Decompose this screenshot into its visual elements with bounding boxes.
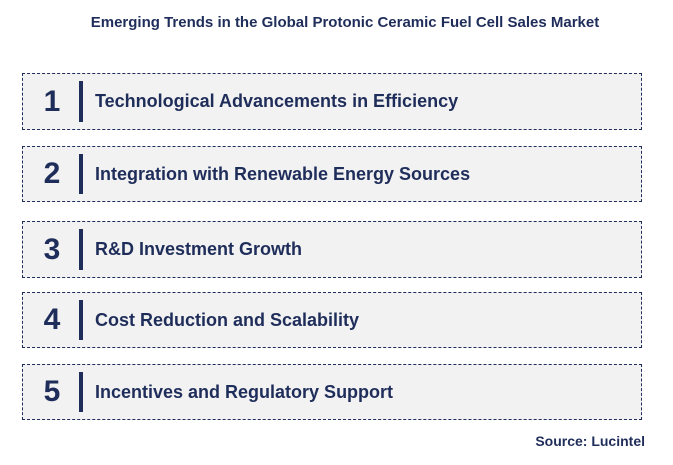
divider-bar bbox=[79, 81, 83, 122]
divider-bar bbox=[79, 154, 83, 194]
divider-bar bbox=[79, 372, 83, 412]
trend-box-4: 4 Cost Reduction and Scalability bbox=[22, 292, 642, 348]
diagram-title: Emerging Trends in the Global Protonic C… bbox=[90, 14, 600, 31]
trend-box-3: 3 R&D Investment Growth bbox=[22, 221, 642, 278]
trend-number: 1 bbox=[43, 84, 61, 118]
trend-label: Technological Advancements in Efficiency bbox=[95, 91, 459, 111]
trend-number: 3 bbox=[43, 232, 61, 266]
trend-label: Cost Reduction and Scalability bbox=[95, 309, 360, 330]
divider-bar bbox=[79, 300, 83, 340]
trend-box-2: 2 Integration with Renewable Energy Sour… bbox=[22, 146, 642, 202]
trend-label: Incentives and Regulatory Support bbox=[95, 381, 394, 402]
divider-bar bbox=[79, 229, 83, 270]
trend-label: Integration with Renewable Energy Source… bbox=[95, 163, 471, 184]
trend-box-1: 1 Technological Advancements in Efficien… bbox=[22, 73, 642, 130]
source-note: Source: Lucintel bbox=[535, 433, 645, 449]
trend-number: 5 bbox=[43, 375, 61, 408]
trend-number: 4 bbox=[43, 303, 61, 336]
trend-number: 2 bbox=[43, 157, 61, 190]
trend-box-5: 5 Incentives and Regulatory Support bbox=[22, 364, 642, 420]
trend-label: R&D Investment Growth bbox=[95, 239, 303, 259]
